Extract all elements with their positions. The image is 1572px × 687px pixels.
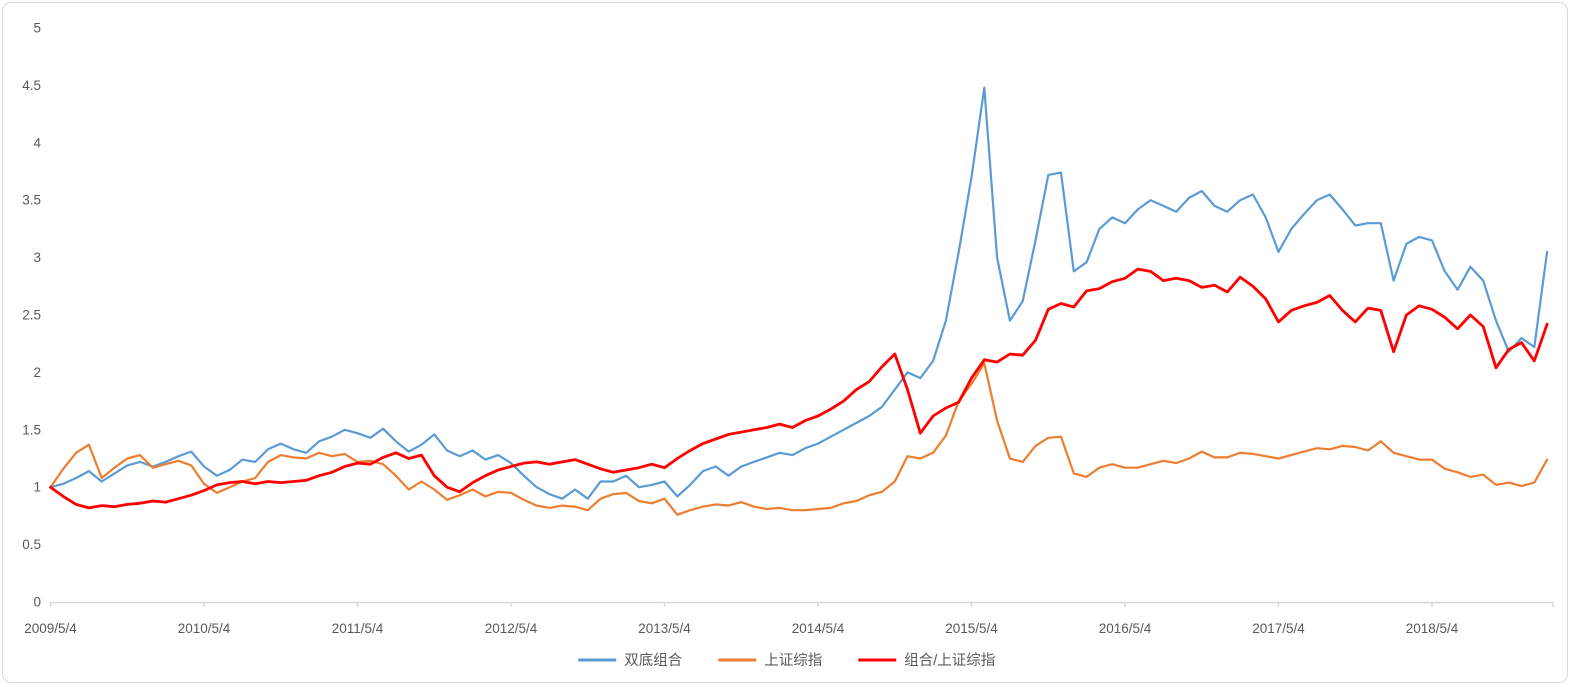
chart-legend: 双底组合 上证综指 组合/上证综指	[578, 652, 995, 669]
y-axis-labels: 0 0.5 1 1.5 2 2.5 3 3.5 4 4.5 5	[22, 21, 41, 610]
y-axis-label: 2.5	[22, 308, 41, 323]
legend-label: 上证综指	[764, 652, 822, 669]
y-axis-label: 5	[33, 21, 41, 36]
x-axis-label: 2010/5/4	[178, 621, 231, 636]
x-axis-label: 2014/5/4	[792, 621, 845, 636]
series-line-double-bottom-portfolio	[49, 86, 1549, 500]
legend-label: 组合/上证综指	[904, 652, 995, 669]
chart-series	[49, 86, 1549, 516]
x-axis-label: 2017/5/4	[1252, 621, 1305, 636]
x-axis-labels: 2009/5/4 2010/5/4 2011/5/4 2012/5/4 2013/5/4…	[24, 621, 1459, 636]
x-axis-label: 2011/5/4	[332, 621, 384, 636]
line-chart: 00.511.522.533.544.55 2009/5/4 2010/5/4 20…	[22, 21, 1554, 669]
x-axis-label: 2015/5/4	[945, 621, 998, 636]
legend-label: 双底组合	[624, 652, 682, 669]
y-axis-label: 3.5	[22, 193, 41, 208]
x-axis	[49, 601, 1554, 607]
x-axis-label: 2009/5/4	[24, 621, 77, 636]
legend-item-double-bottom-portfolio: 双底组合	[578, 652, 683, 669]
series-line-portfolio-to-sse-ratio	[49, 267, 1549, 510]
y-axis-label: 1	[33, 480, 41, 495]
x-axis-label: 2013/5/4	[638, 621, 691, 636]
legend-item-sse-composite: 上证综指	[718, 652, 822, 669]
y-axis-label: 3	[33, 250, 41, 265]
y-axis-label: 2	[33, 365, 41, 380]
y-axis-label: 4.5	[22, 78, 41, 93]
y-axis-label: 1.5	[22, 422, 41, 437]
y-axis-label: 4	[33, 135, 41, 150]
y-axis-label: 0.5	[22, 537, 41, 552]
x-axis-label: 2018/5/4	[1406, 621, 1459, 636]
series-line-sse-composite	[49, 362, 1549, 516]
x-axis-label: 2012/5/4	[485, 621, 538, 636]
y-axis-label: 0	[33, 595, 41, 610]
legend-item-portfolio-to-sse-ratio: 组合/上证综指	[858, 652, 995, 669]
x-axis-label: 2016/5/4	[1099, 621, 1152, 636]
